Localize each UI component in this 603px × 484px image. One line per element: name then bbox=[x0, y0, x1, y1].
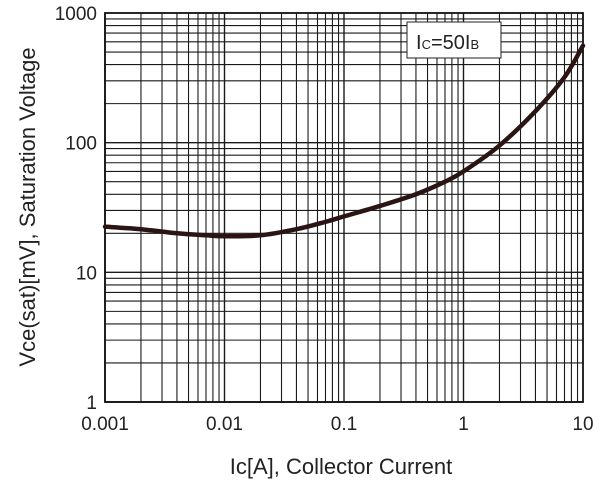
legend-sub-b: B bbox=[470, 37, 479, 52]
legend-ratio: =50I bbox=[431, 32, 470, 54]
legend-sub-c: C bbox=[422, 37, 431, 52]
grid bbox=[104, 12, 584, 403]
y-axis-title: Vce(sat)[mV], Saturation Voltage bbox=[15, 47, 40, 366]
plot-frame bbox=[104, 12, 584, 403]
legend-box: IC=50IB bbox=[406, 21, 502, 59]
y-tick-label: 1000 bbox=[55, 4, 97, 25]
x-tick-label: 0.001 bbox=[81, 414, 129, 435]
y-tick-label: 10 bbox=[76, 263, 97, 284]
y-tick-labels: 1 10 100 1000 bbox=[55, 4, 97, 414]
y-tick-label: 1 bbox=[86, 393, 97, 414]
legend-main: I bbox=[416, 32, 422, 54]
x-axis-title: Ic[A], Collector Current bbox=[230, 454, 453, 479]
x-tick-labels: 0.001 0.01 0.1 1 10 bbox=[81, 414, 593, 435]
x-tick-label: 10 bbox=[572, 414, 593, 435]
legend-label: IC=50IB bbox=[416, 32, 479, 54]
x-tick-label: 0.01 bbox=[206, 414, 243, 435]
series-line bbox=[102, 43, 586, 239]
y-tick-label: 100 bbox=[65, 134, 97, 155]
x-tick-label: 1 bbox=[458, 414, 469, 435]
series-layer bbox=[102, 43, 586, 239]
x-tick-label: 0.1 bbox=[331, 414, 357, 435]
